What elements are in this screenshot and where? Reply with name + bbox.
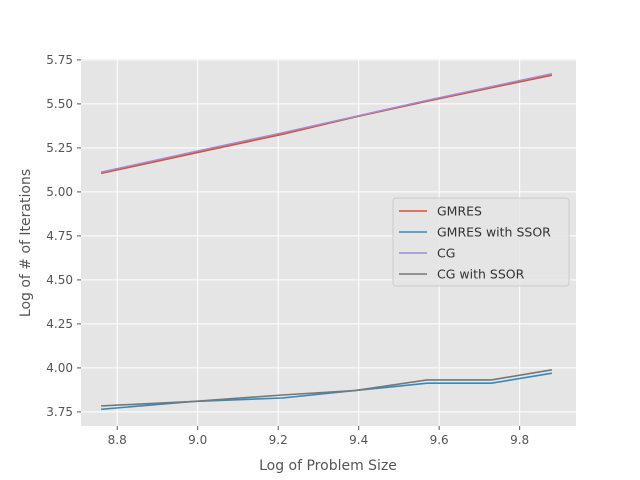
legend-entry: CG xyxy=(437,246,455,261)
y-tick-label: 4.50 xyxy=(46,273,73,287)
x-tick-label: 8.8 xyxy=(108,433,127,447)
y-tick-label: 3.75 xyxy=(46,405,73,419)
x-tick-label: 9.4 xyxy=(349,433,368,447)
y-axis-ticks: 3.75 4.00 4.25 4.50 4.75 5.00 5.25 5.50 5.75 xyxy=(46,53,81,419)
x-tick-label: 9.6 xyxy=(430,433,449,447)
y-tick-label: 5.25 xyxy=(46,141,73,155)
x-tick-label: 9.2 xyxy=(269,433,288,447)
y-tick-label: 4.75 xyxy=(46,229,73,243)
y-tick-label: 5.50 xyxy=(46,97,73,111)
x-axis-ticks: 8.8 9.0 9.2 9.4 9.6 9.8 xyxy=(108,426,530,447)
x-tick-label: 9.8 xyxy=(510,433,529,447)
y-tick-label: 4.25 xyxy=(46,317,73,331)
y-tick-label: 4.00 xyxy=(46,361,73,375)
legend-entry: GMRES with SSOR xyxy=(437,225,551,240)
x-axis-label: Log of Problem Size xyxy=(259,458,397,474)
legend-entry: CG with SSOR xyxy=(437,267,525,282)
y-axis-label: Log of # of Iterations xyxy=(18,169,34,317)
legend-entry: GMRES xyxy=(437,204,482,219)
y-tick-label: 5.75 xyxy=(46,53,73,67)
x-tick-label: 9.0 xyxy=(188,433,207,447)
y-tick-label: 5.00 xyxy=(46,185,73,199)
legend: GMRES GMRES with SSOR CG CG with SSOR xyxy=(393,198,569,286)
